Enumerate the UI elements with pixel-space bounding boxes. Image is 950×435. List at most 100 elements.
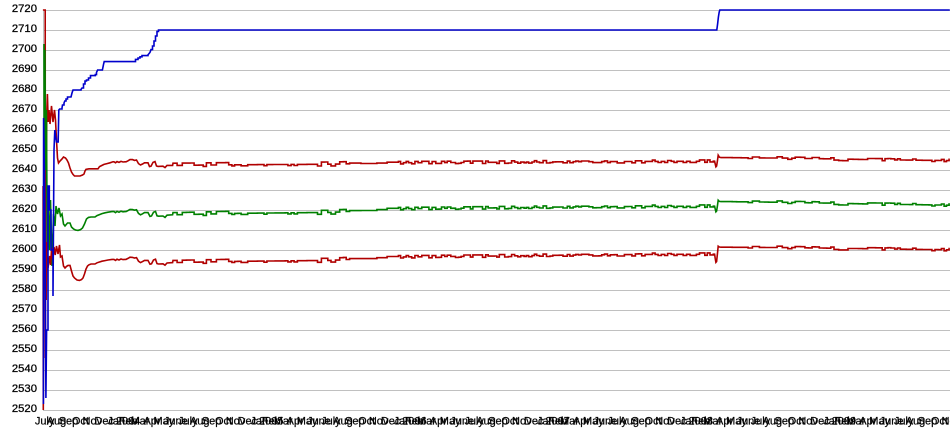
svg-text:2550: 2550	[12, 343, 37, 355]
svg-text:2720: 2720	[12, 3, 37, 15]
svg-text:Oct: Oct	[358, 415, 375, 427]
svg-text:July: July	[607, 415, 627, 427]
svg-text:July: July	[894, 415, 914, 427]
svg-text:May: May	[869, 415, 890, 427]
svg-text:Aug: Aug	[619, 415, 639, 427]
svg-text:Sep: Sep	[918, 415, 938, 427]
svg-text:Apr: Apr	[287, 415, 304, 427]
svg-text:Dec: Dec	[238, 415, 258, 427]
svg-text:2540: 2540	[12, 363, 37, 375]
svg-text:June: June	[307, 415, 331, 427]
svg-text:2680: 2680	[12, 83, 37, 95]
svg-text:2005: 2005	[259, 415, 283, 427]
svg-text:Nov: Nov	[226, 415, 246, 427]
svg-text:Nov: Nov	[798, 415, 818, 427]
svg-text:July: July	[751, 415, 771, 427]
svg-text:Mar: Mar	[560, 415, 579, 427]
svg-text:2650: 2650	[12, 143, 37, 155]
svg-text:Feb: Feb	[405, 415, 424, 427]
svg-text:Feb: Feb	[691, 415, 710, 427]
svg-text:Feb: Feb	[262, 415, 281, 427]
svg-text:July: July	[178, 415, 198, 427]
svg-text:Oct: Oct	[788, 415, 805, 427]
svg-text:Nov: Nov	[369, 415, 389, 427]
svg-text:July: July	[35, 415, 55, 427]
svg-text:June: June	[593, 415, 617, 427]
svg-text:Apr: Apr	[143, 415, 160, 427]
svg-text:Jan: Jan	[680, 415, 698, 427]
svg-text:July: July	[321, 415, 341, 427]
svg-text:Mar: Mar	[274, 415, 293, 427]
svg-text:Mar: Mar	[417, 415, 436, 427]
svg-text:Sep: Sep	[345, 415, 365, 427]
svg-text:2600: 2600	[12, 243, 37, 255]
svg-text:Feb: Feb	[834, 415, 853, 427]
svg-text:Nov: Nov	[942, 415, 950, 427]
svg-text:2007: 2007	[545, 415, 569, 427]
svg-text:June: June	[164, 415, 188, 427]
svg-text:2520: 2520	[12, 403, 37, 415]
svg-text:2670: 2670	[12, 103, 37, 115]
svg-text:Feb: Feb	[548, 415, 567, 427]
svg-text:Dec: Dec	[524, 415, 544, 427]
svg-text:June: June	[450, 415, 474, 427]
svg-text:Jan: Jan	[107, 415, 125, 427]
svg-text:Jan: Jan	[250, 415, 268, 427]
svg-text:Sep: Sep	[488, 415, 508, 427]
svg-text:Dec: Dec	[667, 415, 687, 427]
svg-text:Oct: Oct	[644, 415, 661, 427]
svg-text:May: May	[154, 415, 175, 427]
svg-text:Jan: Jan	[394, 415, 412, 427]
svg-text:2620: 2620	[12, 203, 37, 215]
svg-text:Dec: Dec	[94, 415, 114, 427]
svg-text:2008: 2008	[689, 415, 713, 427]
svg-text:Apr: Apr	[716, 415, 733, 427]
svg-text:Dec: Dec	[810, 415, 830, 427]
svg-text:2610: 2610	[12, 223, 37, 235]
svg-text:Sep: Sep	[775, 415, 795, 427]
svg-text:Feb: Feb	[119, 415, 138, 427]
svg-text:June: June	[880, 415, 904, 427]
svg-text:2530: 2530	[12, 383, 37, 395]
svg-text:Oct: Oct	[72, 415, 89, 427]
svg-text:2700: 2700	[12, 43, 37, 55]
svg-text:Oct: Oct	[931, 415, 948, 427]
svg-text:Nov: Nov	[512, 415, 532, 427]
svg-text:June: June	[737, 415, 761, 427]
svg-text:2710: 2710	[12, 23, 37, 35]
svg-text:Jan: Jan	[823, 415, 841, 427]
svg-text:2690: 2690	[12, 63, 37, 75]
svg-text:Nov: Nov	[83, 415, 103, 427]
svg-text:Mar: Mar	[703, 415, 722, 427]
svg-text:2660: 2660	[12, 123, 37, 135]
svg-text:2570: 2570	[12, 303, 37, 315]
svg-text:May: May	[726, 415, 747, 427]
svg-text:Aug: Aug	[906, 415, 926, 427]
svg-text:Aug: Aug	[476, 415, 496, 427]
svg-text:May: May	[440, 415, 461, 427]
svg-text:Mar: Mar	[131, 415, 150, 427]
svg-text:2630: 2630	[12, 183, 37, 195]
svg-text:Aug: Aug	[190, 415, 210, 427]
svg-text:Sep: Sep	[59, 415, 79, 427]
svg-text:2640: 2640	[12, 163, 37, 175]
svg-text:Aug: Aug	[47, 415, 67, 427]
svg-text:Sep: Sep	[202, 415, 222, 427]
svg-text:Sep: Sep	[631, 415, 651, 427]
svg-text:Apr: Apr	[859, 415, 876, 427]
svg-text:Jan: Jan	[537, 415, 555, 427]
svg-text:May: May	[297, 415, 318, 427]
svg-text:Aug: Aug	[333, 415, 353, 427]
svg-text:2009: 2009	[832, 415, 856, 427]
svg-text:2580: 2580	[12, 283, 37, 295]
svg-text:Mar: Mar	[846, 415, 865, 427]
svg-text:2004: 2004	[116, 415, 140, 427]
svg-text:2006: 2006	[402, 415, 426, 427]
svg-text:Nov: Nov	[655, 415, 675, 427]
svg-text:2590: 2590	[12, 263, 37, 275]
svg-text:Oct: Oct	[215, 415, 232, 427]
svg-text:2560: 2560	[12, 323, 37, 335]
svg-text:Oct: Oct	[501, 415, 518, 427]
svg-text:Dec: Dec	[381, 415, 401, 427]
svg-text:July: July	[464, 415, 484, 427]
